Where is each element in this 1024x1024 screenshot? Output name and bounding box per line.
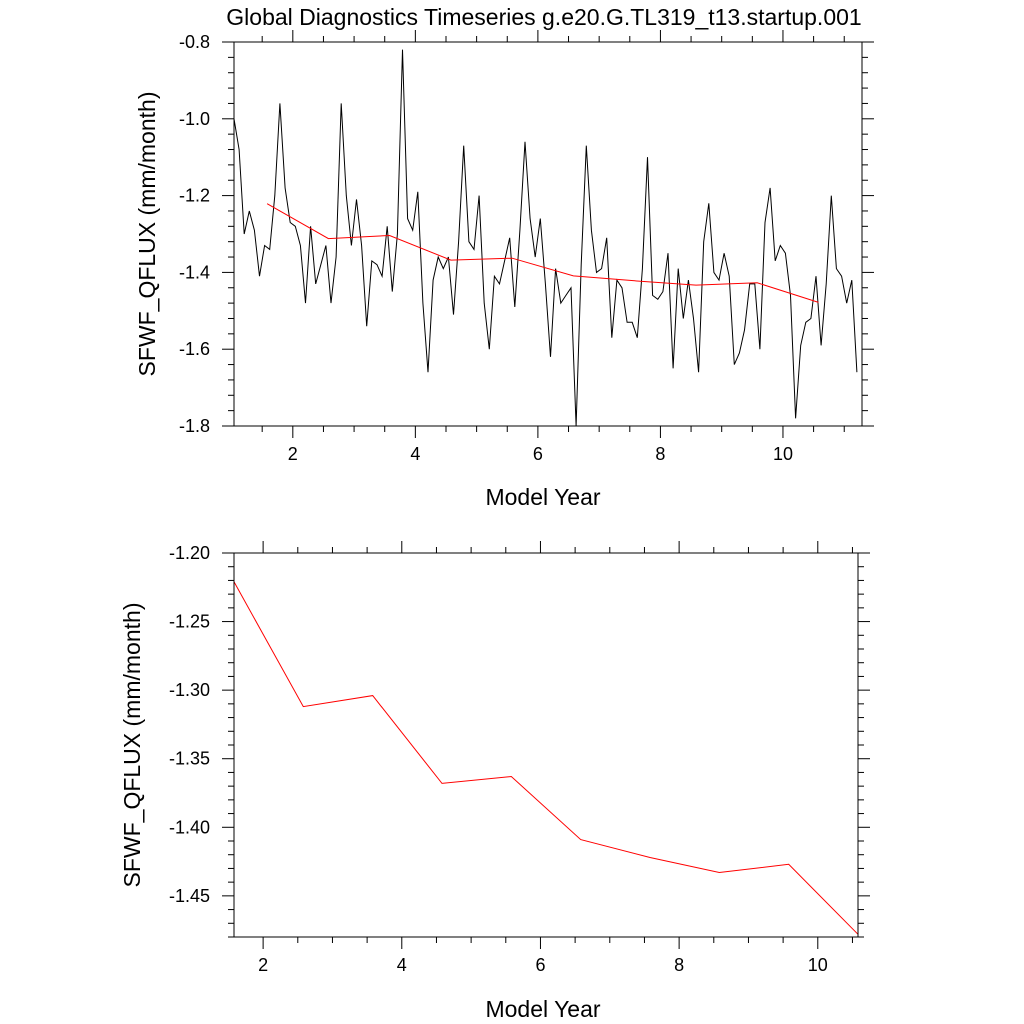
bottom-panel: 2 4 6 8 10 -1.45 -1.40 -1.35 -1.30 -1.25 -1.20 Mod… (119, 541, 870, 1022)
top-series-annual-mean-line (266, 203, 819, 303)
top-y-tick-label: -1.0 (179, 109, 210, 129)
top-x-tick-label: 4 (410, 444, 420, 464)
bottom-y-tick-label: -1.30 (169, 680, 210, 700)
top-x-tick-label: 8 (655, 444, 665, 464)
bottom-y-tick-label: -1.20 (169, 543, 210, 563)
bottom-y-axis-label: SFWF_QFLUX (mm/month) (119, 603, 145, 888)
top-x-axis-label: Model Year (485, 484, 600, 510)
bottom-y-tick-label: -1.25 (169, 612, 210, 632)
top-y-axis-label: SFWF_QFLUX (mm/month) (134, 92, 160, 377)
bottom-y-tick-label: -1.45 (169, 886, 210, 906)
bottom-y-tick-label: -1.35 (169, 749, 210, 769)
top-y-tick-label: -1.4 (179, 262, 210, 282)
top-panel: 2 4 6 8 10 -1.8 -1.6 -1.4 -1.2 -1.0 -0.8 Model Yea… (134, 30, 874, 510)
bottom-x-axis-label: Model Year (485, 996, 600, 1022)
top-y-tick-label: -0.8 (179, 32, 210, 52)
top-plot-frame (233, 41, 863, 427)
bottom-plot-marks: 2 4 6 8 10 -1.45 -1.40 -1.35 -1.30 -1.25 -1.20 (169, 541, 870, 975)
bottom-x-tick-label: 8 (674, 955, 684, 975)
top-y-tick-label: -1.2 (179, 186, 210, 206)
bottom-x-tick-label: 6 (535, 955, 545, 975)
bottom-plot-frame (233, 552, 859, 938)
top-plot-marks: 2 4 6 8 10 -1.8 -1.6 -1.4 -1.2 -1.0 -0.8 (179, 30, 874, 464)
top-x-tick-label: 6 (533, 444, 543, 464)
bottom-x-tick-label: 10 (808, 955, 828, 975)
top-series-monthly-line (233, 49, 858, 427)
top-y-tick-label: -1.8 (179, 416, 210, 436)
top-y-tick-label: -1.6 (179, 339, 210, 359)
bottom-x-tick-label: 2 (258, 955, 268, 975)
bottom-y-tick-label: -1.40 (169, 817, 210, 837)
top-x-tick-label: 10 (773, 444, 793, 464)
figure-title: Global Diagnostics Timeseries g.e20.G.TL… (226, 4, 861, 30)
bottom-series-annual-mean-line (233, 581, 859, 935)
bottom-x-tick-label: 4 (397, 955, 407, 975)
top-x-tick-label: 2 (288, 444, 298, 464)
